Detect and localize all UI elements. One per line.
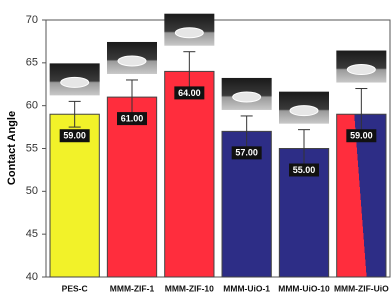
value-label: 57.00 xyxy=(235,148,258,158)
x-tick-label: MMM-UiO-1 xyxy=(223,283,270,293)
droplet xyxy=(175,28,203,38)
droplet xyxy=(233,92,261,102)
droplet xyxy=(61,77,89,87)
y-tick-label: 70 xyxy=(26,14,38,26)
y-tick-label: 45 xyxy=(26,228,38,240)
x-tick-label: MMM-ZIF-10 xyxy=(165,283,214,293)
y-tick-label: 40 xyxy=(26,271,38,283)
y-tick-label: 55 xyxy=(26,142,38,154)
value-label: 61.00 xyxy=(121,113,144,123)
x-tick-label: MMM-ZIF-1 xyxy=(110,283,155,293)
droplet xyxy=(290,106,318,116)
y-tick-label: 60 xyxy=(26,100,38,112)
value-label: 59.00 xyxy=(63,131,86,141)
bar xyxy=(165,71,214,277)
x-tick-label: MMM-UiO-10 xyxy=(278,283,330,293)
value-label: 64.00 xyxy=(178,88,201,98)
value-label: 59.00 xyxy=(350,131,373,141)
y-axis-label: Contact Angle xyxy=(6,111,18,185)
x-tick-label: PES-C xyxy=(62,283,88,293)
droplet xyxy=(347,65,375,75)
droplet xyxy=(118,56,146,66)
y-tick-label: 50 xyxy=(26,185,38,197)
value-label: 55.00 xyxy=(293,165,316,175)
x-tick-label: MMM-ZIF-UiO xyxy=(334,283,389,293)
y-tick-label: 65 xyxy=(26,57,38,69)
